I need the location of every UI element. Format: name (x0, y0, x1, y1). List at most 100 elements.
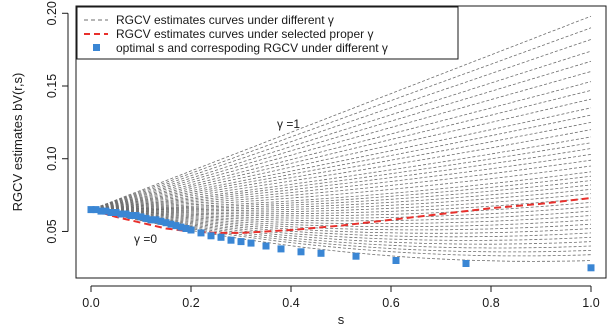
optimal-point (237, 238, 245, 246)
optimal-point (167, 220, 175, 228)
y-axis: 0.05 0.10 0.15 0.20 (45, 1, 69, 244)
grey-curve (90, 154, 592, 210)
optimal-point (102, 207, 110, 215)
legend-label-red: RGCV estimates curves under selected pro… (116, 27, 373, 41)
optimal-point (172, 222, 180, 230)
grey-curve (90, 50, 592, 210)
optimal-point (182, 225, 190, 232)
y-axis-title: RGCV estimates bV(r,s) (10, 73, 25, 212)
optimal-point (262, 242, 270, 250)
optimal-point (177, 223, 185, 231)
x-tick-label: 0.0 (82, 296, 99, 310)
grey-curve (90, 193, 592, 213)
optimal-point (277, 245, 285, 253)
y-tick-label: 0.05 (45, 219, 59, 243)
grey-curve (90, 129, 592, 210)
optimal-point (147, 216, 155, 224)
grey-curve (90, 71, 592, 210)
optimal-point (112, 209, 120, 216)
grey-curve (90, 209, 592, 222)
optimal-point (392, 257, 400, 264)
x-axis: 0.0 0.2 0.4 0.6 0.8 1.0 (82, 285, 600, 310)
x-axis-title: s (338, 312, 345, 327)
plot-frame (75, 5, 607, 279)
grey-curve (90, 209, 592, 241)
optimal-point (127, 212, 135, 219)
annotation-gamma-1: γ =1 (277, 117, 300, 131)
optimal-point (87, 206, 95, 214)
grey-curve (90, 136, 592, 210)
grey-curve (90, 206, 592, 219)
grey-curve (90, 90, 592, 210)
grey-curve (90, 209, 592, 231)
optimal-point (207, 232, 215, 240)
optimal-points-group (87, 206, 595, 272)
optimal-point (217, 233, 225, 241)
optimal-point (152, 216, 160, 224)
y-tick-label: 0.15 (45, 74, 59, 98)
optimal-point (352, 252, 360, 260)
grey-curve (90, 15, 592, 210)
optimal-point (317, 249, 325, 257)
grey-curve (90, 148, 592, 210)
grey-curve (90, 171, 592, 210)
selected-curve-group (90, 197, 592, 234)
optimal-point (187, 226, 195, 234)
x-tick-label: 1.0 (582, 296, 599, 310)
grey-curve (90, 202, 592, 217)
legend-swatch-blue (93, 44, 100, 51)
optimal-point (107, 209, 115, 216)
optimal-point (247, 239, 255, 247)
optimal-point (162, 219, 170, 227)
grey-curve (90, 209, 592, 224)
grey-curve (90, 159, 592, 210)
optimal-point (462, 260, 470, 267)
grey-curve (90, 209, 592, 257)
y-tick-label: 0.10 (45, 147, 59, 171)
selected-curve (90, 197, 592, 234)
grey-curve (90, 175, 592, 210)
legend-label-grey: RGCV estimates curves under different γ (116, 13, 334, 27)
optimal-point (97, 207, 105, 215)
grey-curve (90, 142, 592, 210)
grey-curve (90, 165, 592, 210)
optimal-point (117, 210, 125, 218)
grey-curve (90, 81, 592, 210)
optimal-point (132, 212, 140, 219)
grey-curve (90, 188, 592, 212)
x-tick-label: 0.6 (382, 296, 399, 310)
y-tick-label: 0.20 (45, 1, 59, 25)
optimal-point (227, 236, 235, 244)
grey-curve (90, 39, 592, 210)
grey-curve (90, 209, 592, 228)
grey-curve (90, 27, 592, 210)
grey-curve (91, 180, 592, 210)
grey-curve (90, 209, 592, 253)
x-tick-label: 0.8 (482, 296, 499, 310)
grey-curve (90, 184, 592, 211)
grey-curve (90, 209, 592, 238)
optimal-point (587, 264, 595, 272)
grey-curve (90, 60, 592, 210)
legend-box (76, 6, 459, 60)
legend: RGCV estimates curves under different γ … (76, 6, 459, 60)
optimal-point (197, 229, 205, 237)
grey-curve (90, 122, 592, 210)
annotation-gamma-0: γ =0 (134, 232, 157, 246)
grey-curve (90, 197, 592, 215)
x-tick-label: 0.4 (282, 296, 299, 310)
optimal-point (92, 206, 100, 214)
x-tick-label: 0.2 (182, 296, 199, 310)
grey-curve (90, 98, 592, 210)
optimal-point (142, 214, 150, 222)
grey-curve (90, 209, 592, 234)
legend-label-blue: optimal s and correspoding RGCV under di… (116, 41, 388, 55)
optimal-point (157, 217, 165, 225)
optimal-point (137, 213, 145, 221)
grey-curves-group (90, 15, 592, 262)
grey-curve (90, 209, 592, 249)
grey-curve (90, 107, 592, 210)
optimal-point (297, 248, 305, 256)
optimal-point (122, 210, 130, 218)
